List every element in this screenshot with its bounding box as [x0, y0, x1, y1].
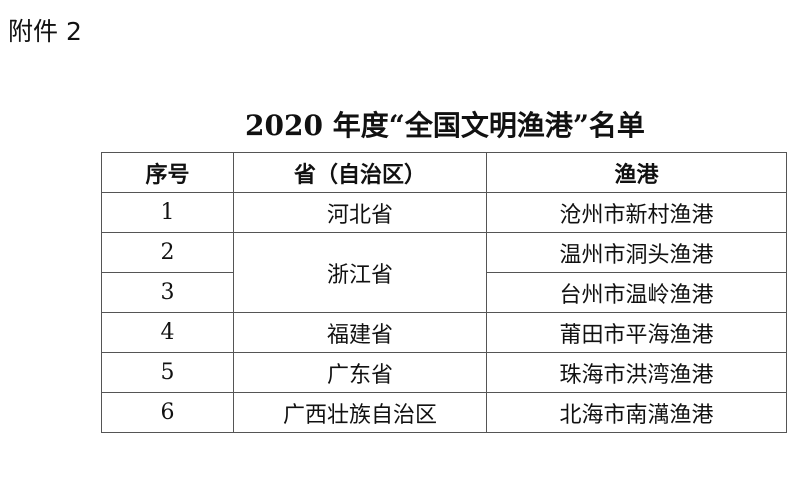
cell-port: 沧州市新村渔港 — [486, 192, 787, 233]
cell-no: 2 — [101, 232, 234, 273]
cell-port: 北海市南澫渔港 — [486, 392, 787, 433]
fishing-port-table: 序号 省（自治区） 渔港 1 河北省 沧州市新村渔港 2 浙江省 温州市洞头渔港… — [101, 152, 787, 433]
cell-province: 广东省 — [233, 352, 487, 393]
cell-no: 6 — [101, 392, 234, 433]
header-no: 序号 — [101, 152, 234, 193]
table-row: 6 广西壮族自治区 北海市南澫渔港 — [101, 392, 787, 433]
header-province: 省（自治区） — [233, 152, 487, 193]
table-row: 3 台州市温岭渔港 — [101, 272, 787, 313]
table-row: 5 广东省 珠海市洪湾渔港 — [101, 352, 787, 393]
attachment-label: 附件 2 — [8, 17, 82, 46]
document-title: 2020 年度“全国文明渔港”名单 — [245, 109, 645, 142]
cell-port: 珠海市洪湾渔港 — [486, 352, 787, 393]
table-header-row: 序号 省（自治区） 渔港 — [101, 152, 787, 193]
cell-no: 3 — [101, 272, 234, 313]
cell-port: 莆田市平海渔港 — [486, 312, 787, 353]
cell-port: 台州市温岭渔港 — [486, 272, 787, 313]
table-row: 1 河北省 沧州市新村渔港 — [101, 192, 787, 233]
cell-no: 1 — [101, 192, 234, 233]
table-row: 4 福建省 莆田市平海渔港 — [101, 312, 787, 353]
cell-port: 温州市洞头渔港 — [486, 232, 787, 273]
cell-no: 5 — [101, 352, 234, 393]
cell-province: 河北省 — [233, 192, 487, 233]
header-port: 渔港 — [486, 152, 787, 193]
cell-no: 4 — [101, 312, 234, 353]
table-row: 2 浙江省 温州市洞头渔港 — [101, 232, 787, 313]
cell-province: 福建省 — [233, 312, 487, 353]
cell-province: 广西壮族自治区 — [233, 392, 487, 433]
cell-province: 浙江省 — [233, 232, 487, 313]
